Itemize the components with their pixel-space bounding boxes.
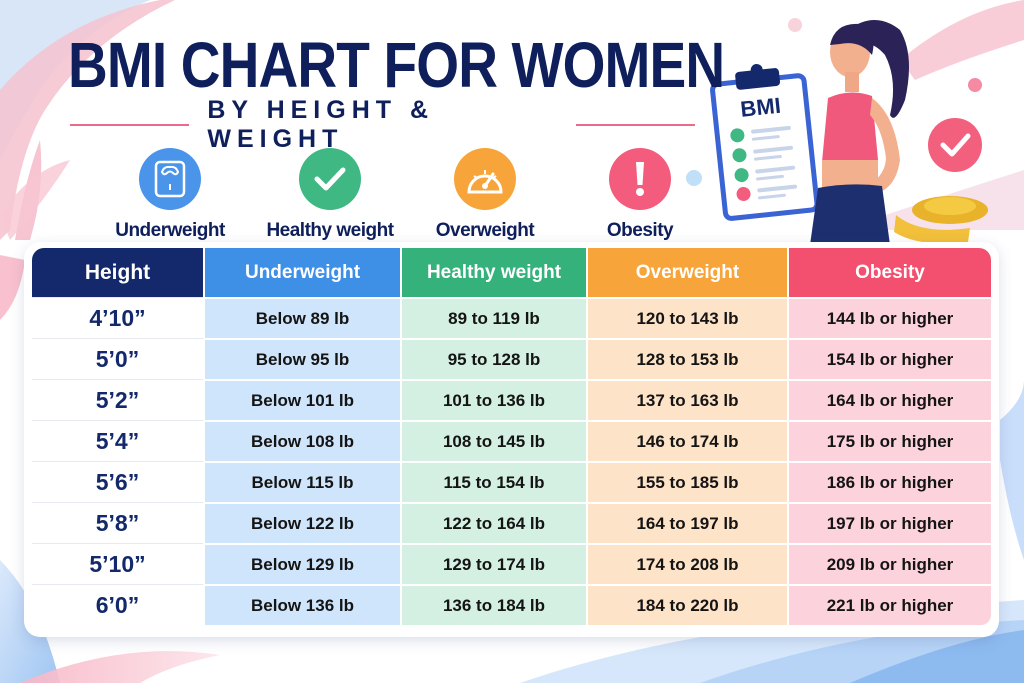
height-cell: 5’8” [32, 502, 203, 543]
column-header-underweight: Underweight [205, 248, 400, 297]
page-title: BMI CHART FOR WOMEN [68, 29, 725, 101]
subtitle-row: BY HEIGHT & WEIGHT [70, 96, 695, 153]
underweight-cell: Below 122 lb [205, 502, 400, 543]
obesity-cell: 164 lb or higher [789, 379, 991, 420]
healthy-cell: 122 to 164 lb [402, 502, 586, 543]
overweight-cell: 120 to 143 lb [588, 297, 787, 338]
exclamation-icon [609, 148, 671, 210]
speedometer-icon [454, 148, 516, 210]
legend-item-healthy: Healthy weight [245, 148, 415, 242]
height-cell: 5’6” [32, 461, 203, 502]
healthy-cell: 108 to 145 lb [402, 420, 586, 461]
underweight-cell: Below 129 lb [205, 543, 400, 584]
legend-label: Obesity [606, 220, 674, 241]
column-header-height: Height [32, 248, 203, 297]
subtitle-rule-right [575, 124, 695, 126]
obesity-cell: 175 lb or higher [789, 420, 991, 461]
obesity-cell: 197 lb or higher [789, 502, 991, 543]
overweight-cell: 164 to 197 lb [588, 502, 787, 543]
obesity-cell: 144 lb or higher [789, 297, 991, 338]
clipboard-label: BMI [739, 93, 782, 122]
underweight-cell: Below 136 lb [205, 584, 400, 625]
height-cell: 4’10” [32, 297, 203, 338]
healthy-cell: 136 to 184 lb [402, 584, 586, 625]
overweight-cell: 146 to 174 lb [588, 420, 787, 461]
underweight-cell: Below 101 lb [205, 379, 400, 420]
legend-label: Healthy weight [266, 220, 394, 241]
overweight-cell: 184 to 220 lb [588, 584, 787, 625]
underweight-cell: Below 89 lb [205, 297, 400, 338]
healthy-cell: 89 to 119 lb [402, 297, 586, 338]
legend-item-obesity: Obesity [555, 148, 725, 242]
bmi-table-card: Height Underweight Healthy weight Overwe… [24, 242, 999, 637]
obesity-cell: 209 lb or higher [789, 543, 991, 584]
overweight-cell: 155 to 185 lb [588, 461, 787, 502]
underweight-cell: Below 115 lb [205, 461, 400, 502]
column-header-healthy: Healthy weight [402, 248, 586, 297]
legend-label: Overweight [435, 220, 535, 241]
obesity-cell: 186 lb or higher [789, 461, 991, 502]
subtitle-rule-left [70, 124, 190, 126]
healthy-cell: 95 to 128 lb [402, 338, 586, 379]
height-cell: 5’4” [32, 420, 203, 461]
overweight-cell: 174 to 208 lb [588, 543, 787, 584]
legend-item-underweight: Underweight [85, 148, 255, 242]
overweight-cell: 137 to 163 lb [588, 379, 787, 420]
legend-label: Underweight [115, 220, 225, 241]
height-cell: 5’2” [32, 379, 203, 420]
obesity-cell: 154 lb or higher [789, 338, 991, 379]
height-cell: 5’0” [32, 338, 203, 379]
clipboard-icon: BMI [710, 63, 820, 221]
overweight-cell: 128 to 153 lb [588, 338, 787, 379]
checkmark-icon [299, 148, 361, 210]
underweight-cell: Below 108 lb [205, 420, 400, 461]
underweight-cell: Below 95 lb [205, 338, 400, 379]
healthy-cell: 101 to 136 lb [402, 379, 586, 420]
healthy-cell: 115 to 154 lb [402, 461, 586, 502]
height-cell: 5’10” [32, 543, 203, 584]
column-header-obesity: Obesity [789, 248, 991, 297]
healthy-cell: 129 to 174 lb [402, 543, 586, 584]
scale-icon [139, 148, 201, 210]
legend-item-overweight: Overweight [400, 148, 570, 242]
subtitle: BY HEIGHT & WEIGHT [207, 96, 435, 153]
woman-illustration: BMI [700, 10, 1020, 245]
column-header-overweight: Overweight [588, 248, 787, 297]
height-cell: 6’0” [32, 584, 203, 625]
obesity-cell: 221 lb or higher [789, 584, 991, 625]
bmi-table: Height Underweight Healthy weight Overwe… [32, 248, 991, 625]
